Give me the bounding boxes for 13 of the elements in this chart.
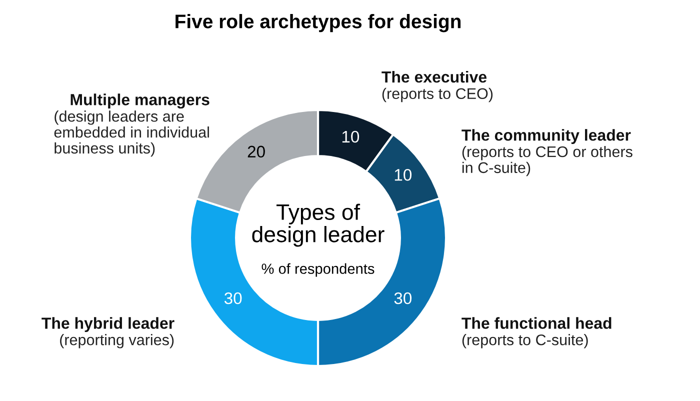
data-label: 10 [394, 168, 412, 181]
data-label: 10 [342, 130, 360, 143]
text: Types of design leader [252, 204, 384, 247]
slice-label: The community leader (reports to CEO or others in C-suite) [462, 129, 632, 176]
data-label: 30 [394, 292, 412, 304]
slice-label: Multiple managers (design leaders are embedded in individual business units) [54, 94, 210, 157]
data-label: 30 [224, 292, 242, 304]
data-label: 20 [248, 146, 265, 158]
slice-label: The functional head (reports to C-suite) [462, 317, 612, 348]
slice-label: The executive (reports to CEO) [382, 70, 493, 102]
text: % of respondents [262, 263, 374, 277]
slice-label: The hybrid leader (reporting varies) [42, 317, 174, 348]
chart-title: Five role archetypes for design [176, 14, 461, 32]
